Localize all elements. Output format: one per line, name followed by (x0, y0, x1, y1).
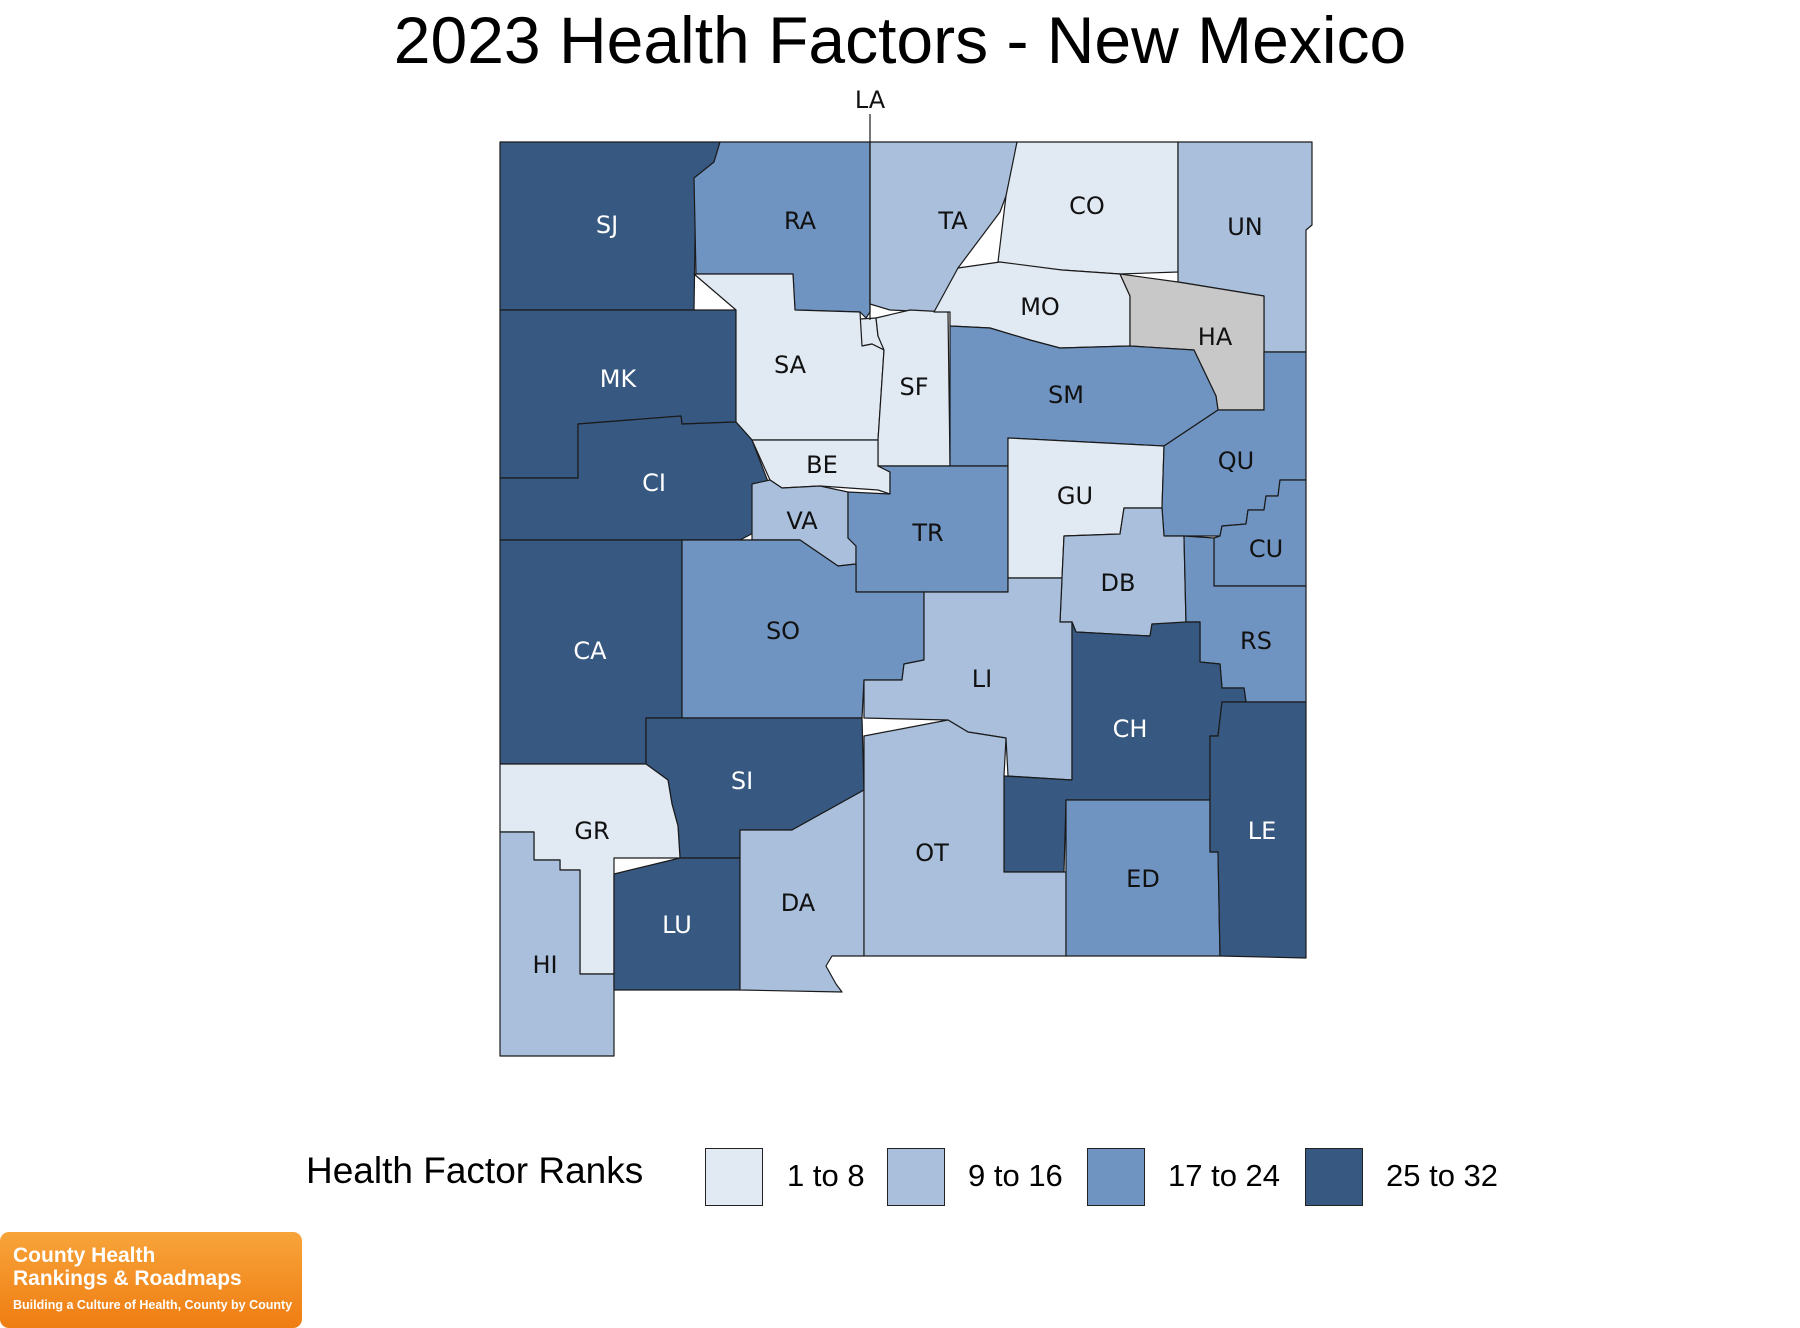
county-label-le: LE (1248, 817, 1277, 845)
county-label-ot: OT (915, 839, 949, 867)
county-label-ci: CI (642, 469, 666, 497)
legend-swatch-1 (705, 1148, 763, 1206)
county-label-hi: HI (532, 951, 557, 979)
county-label-so: SO (766, 617, 800, 645)
county-label-gr: GR (574, 817, 609, 845)
county-label-si: SI (731, 767, 753, 795)
county-health-rankings-logo: County Health Rankings & Roadmaps Buildi… (0, 1232, 302, 1328)
county-label-mk: MK (600, 365, 638, 393)
county-label-va: VA (786, 507, 818, 535)
legend-label-2: 9 to 16 (968, 1158, 1063, 1193)
legend-swatch-4 (1305, 1148, 1363, 1206)
map-title: 2023 Health Factors - New Mexico (393, 3, 1407, 77)
county-label-mo: MO (1020, 293, 1060, 321)
county-label-un: UN (1227, 213, 1263, 241)
county-label-ch: CH (1113, 715, 1148, 743)
county-label-cu: CU (1249, 535, 1283, 563)
county-ot (863, 719, 1067, 957)
county-hi (499, 831, 615, 1057)
legend-label-3: 17 to 24 (1168, 1158, 1281, 1193)
county-label-sm: SM (1048, 381, 1084, 409)
county-label-sf: SF (899, 373, 928, 401)
county-label-ca: CA (573, 637, 607, 665)
county-label-ta: TA (937, 207, 968, 235)
county-label-ha: HA (1198, 323, 1233, 351)
county-label-la: LA (855, 86, 886, 114)
legend-swatch-2 (887, 1148, 945, 1206)
logo-tagline: Building a Culture of Health, County by … (13, 1298, 293, 1312)
county-label-co: CO (1069, 192, 1105, 220)
county-label-rs: RS (1240, 627, 1272, 655)
county-label-ed: ED (1126, 865, 1160, 893)
county-label-be: BE (806, 451, 838, 479)
county-label-qu: QU (1218, 447, 1254, 475)
county-da (739, 789, 865, 993)
logo-line-1: County Health (13, 1244, 156, 1267)
legend-swatch-3 (1087, 1148, 1145, 1206)
county-label-sa: SA (774, 351, 807, 379)
legend-label-4: 25 to 32 (1386, 1158, 1499, 1193)
county-label-li: LI (972, 665, 992, 693)
county-label-ra: RA (784, 207, 817, 235)
legend-label-1: 1 to 8 (787, 1158, 865, 1193)
county-label-da: DA (781, 889, 816, 917)
county-sa (693, 273, 885, 441)
county-label-lu: LU (662, 911, 692, 939)
legend-title: Health Factor Ranks (306, 1150, 644, 1191)
logo-line-2: Rankings & Roadmaps (13, 1267, 242, 1290)
county-label-gu: GU (1057, 482, 1093, 510)
county-le (1209, 701, 1307, 959)
county-label-sj: SJ (596, 211, 618, 239)
county-label-tr: TR (911, 519, 943, 547)
county-label-db: DB (1101, 569, 1136, 597)
